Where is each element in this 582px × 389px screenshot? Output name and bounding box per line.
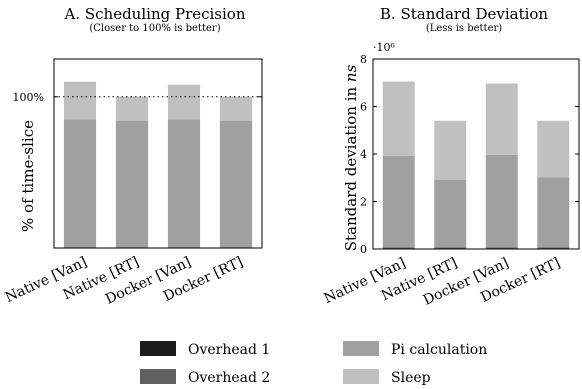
chart-a-bar-pi-0: [63, 119, 97, 248]
chart-b-ytick-label-1: 2: [360, 196, 367, 209]
chart-b-ylabel-unit: ns: [342, 64, 360, 82]
chart-b: B. Standard Deviation (Less is better) ·…: [321, 5, 580, 309]
chart-a-bars: [63, 81, 253, 248]
chart-b-bar-pi-1: [434, 179, 467, 248]
legend-swatch-overhead1: [140, 341, 176, 356]
legend-swatch-pi: [343, 341, 379, 356]
chart-a-ylabel: % of time-slice: [19, 120, 37, 232]
chart-b-title: B. Standard Deviation: [380, 5, 549, 23]
chart-b-subtitle: (Less is better): [426, 23, 502, 34]
chart-a: A. Scheduling Precision (Closer to 100% …: [3, 5, 263, 308]
legend: Overhead 1 Overhead 2 Pi calculation Sleep: [140, 341, 487, 386]
chart-b-bar-sleep-1: [434, 120, 467, 180]
chart-b-ytick-label-3: 6: [360, 101, 367, 114]
chart-b-bar-sleep-0: [382, 81, 415, 156]
chart-b-bar-overhead2-1: [434, 247, 467, 249]
chart-a-title: A. Scheduling Precision: [64, 5, 246, 23]
legend-label-sleep: Sleep: [391, 370, 431, 386]
legend-label-overhead2: Overhead 2: [188, 370, 270, 386]
chart-a-bar-sleep-3: [219, 96, 253, 121]
chart-a-ytick-label-0: 100%: [13, 91, 44, 104]
chart-b-bar-overhead2-3: [537, 247, 570, 249]
chart-a-bar-sleep-2: [167, 84, 201, 120]
chart-b-ylabel: Standard deviation in ns: [342, 64, 360, 251]
chart-b-bar-pi-2: [485, 154, 518, 248]
chart-b-scale-label: ·10⁶: [373, 41, 395, 54]
chart-a-subtitle: (Closer to 100% is better): [89, 23, 220, 34]
legend-swatch-sleep: [343, 369, 379, 384]
chart-b-ylabel-text: Standard deviation in: [342, 82, 360, 251]
chart-b-ytick-label-4: 8: [360, 53, 367, 66]
legend-swatch-overhead2: [140, 369, 176, 384]
chart-b-bar-pi-3: [537, 177, 570, 248]
chart-b-bar-pi-0: [382, 155, 415, 248]
chart-a-bar-sleep-1: [115, 96, 149, 121]
chart-b-bars: [382, 81, 570, 249]
chart-a-bar-pi-3: [219, 120, 253, 248]
legend-label-overhead1: Overhead 1: [188, 342, 270, 358]
chart-a-frame: [53, 58, 263, 249]
chart-b-bar-sleep-3: [537, 120, 570, 178]
chart-a-bar-pi-2: [167, 119, 201, 248]
chart-b-bar-sleep-2: [485, 83, 518, 155]
legend-label-pi: Pi calculation: [391, 342, 487, 358]
chart-b-ytick-label-0: 0: [360, 243, 367, 256]
chart-a-bar-pi-1: [115, 120, 149, 248]
chart-b-bar-overhead2-0: [382, 247, 415, 249]
chart-a-bar-sleep-0: [63, 81, 97, 120]
chart-b-ytick-label-2: 4: [360, 148, 367, 161]
chart-b-bar-overhead2-2: [485, 247, 518, 249]
